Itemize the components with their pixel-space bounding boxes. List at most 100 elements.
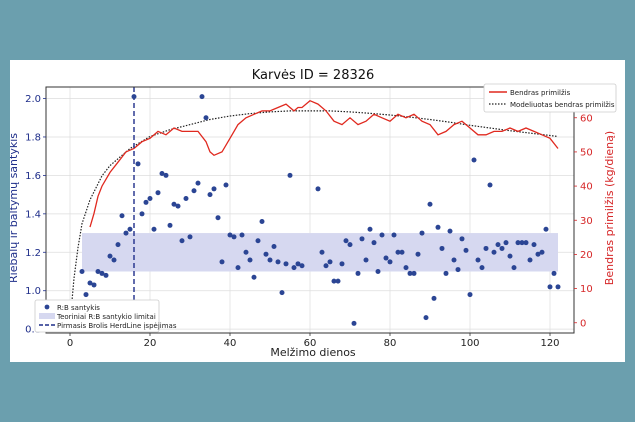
- ratio-point: [235, 265, 241, 271]
- legend-label-ratio: R:B santykis: [57, 304, 100, 312]
- ratio-point: [239, 232, 245, 238]
- left-axis-ticks: 0.8 1.0 1.2 1.4 1.6 1.8 2.0: [25, 94, 46, 336]
- ratio-point: [87, 280, 93, 286]
- ratio-point: [151, 226, 157, 232]
- chart-title: Karvės ID = 28326: [252, 68, 375, 83]
- legend-milk: Bendras primilžis Modeliuotas bendras pr…: [483, 83, 617, 113]
- ratio-point: [107, 253, 113, 259]
- ratio-point: [487, 182, 493, 188]
- ratio-point: [543, 226, 549, 232]
- ratio-point: [119, 213, 125, 219]
- legend-swatch-band: [39, 313, 55, 319]
- ratio-point: [183, 195, 189, 201]
- ratio-point: [199, 94, 205, 100]
- right-tick-label: 60: [580, 113, 593, 124]
- ratio-point: [279, 290, 285, 296]
- x-axis-label: Melžimo dienos: [270, 346, 356, 359]
- x-axis-ticks: 0 20 40 60 80 100 120: [67, 333, 560, 349]
- x-tick-label: 60: [304, 338, 317, 349]
- ratio-point: [463, 247, 469, 253]
- left-tick-label: 0.8: [25, 325, 41, 336]
- ratio-point: [315, 186, 321, 192]
- ratio-point: [123, 230, 129, 236]
- ratio-point: [407, 270, 413, 276]
- ratio-point: [191, 188, 197, 194]
- ratio-point: [347, 242, 353, 248]
- ratio-point: [527, 257, 533, 263]
- ratio-point: [399, 249, 405, 255]
- ratio-point: [507, 253, 513, 259]
- ratio-point: [231, 234, 237, 240]
- ratio-point: [287, 172, 293, 178]
- ratio-point: [83, 292, 89, 298]
- ratio-point: [535, 251, 541, 257]
- right-tick-label: 40: [580, 182, 593, 193]
- ratio-point: [243, 249, 249, 255]
- left-tick-label: 1.2: [25, 248, 41, 259]
- ratio-point: [247, 257, 253, 263]
- left-tick-label: 1.0: [25, 286, 41, 297]
- ratio-point: [339, 261, 345, 267]
- ratio-point: [135, 161, 141, 167]
- chart-svg: 0 20 40 60 80 100 120 0.8 1.0 1.2 1.4 1.6 1.8 2.0 0 1…: [10, 68, 617, 359]
- ratio-point: [495, 242, 501, 248]
- legend-ratio: R:B santykis Teoriniai R:B santykio limi…: [34, 299, 177, 333]
- ratio-point: [475, 257, 481, 263]
- ratio-point: [403, 265, 409, 271]
- points-layer: [79, 94, 561, 326]
- ratio-point: [267, 257, 273, 263]
- left-tick-label: 1.4: [25, 209, 41, 220]
- ratio-point: [471, 157, 477, 163]
- ratio-point: [451, 257, 457, 263]
- ratio-point: [127, 226, 133, 232]
- ratio-point: [383, 255, 389, 261]
- ratio-point: [195, 180, 201, 186]
- ratio-point: [375, 269, 381, 274]
- x-tick-label: 80: [384, 338, 397, 349]
- ratio-point: [387, 259, 393, 265]
- x-tick-label: 120: [540, 338, 559, 349]
- ratio-point: [459, 236, 465, 242]
- ratio-point: [447, 228, 453, 234]
- ratio-point: [131, 94, 137, 100]
- ratio-point: [351, 320, 357, 326]
- ratio-point: [423, 315, 429, 321]
- ratio-point: [139, 211, 145, 217]
- ratio-point: [115, 242, 121, 248]
- ratio-point: [175, 203, 181, 209]
- ratio-point: [411, 270, 417, 276]
- grid: [46, 87, 574, 333]
- ratio-point: [331, 278, 337, 284]
- ratio-point: [187, 234, 193, 240]
- ratio-point: [555, 284, 561, 290]
- ratio-point: [419, 230, 425, 236]
- ratio-point: [359, 236, 365, 242]
- ratio-point: [227, 232, 233, 238]
- ratio-point: [179, 238, 185, 244]
- ratio-point: [491, 249, 497, 255]
- ratio-point: [551, 270, 557, 276]
- legend-label-milk: Bendras primilžis: [510, 89, 571, 97]
- ratio-point: [503, 240, 509, 246]
- ratio-point: [215, 215, 221, 221]
- ratio-point: [207, 192, 213, 198]
- ratio-point: [275, 259, 281, 265]
- ratio-point: [511, 265, 517, 271]
- ratio-point: [299, 263, 305, 269]
- ratio-point: [435, 224, 441, 230]
- ratio-point: [167, 222, 173, 228]
- ratio-point: [295, 261, 301, 267]
- right-tick-label: 30: [580, 216, 593, 227]
- lines-layer: [69, 87, 559, 333]
- ratio-point: [291, 265, 297, 271]
- ratio-point: [99, 270, 105, 276]
- ratio-point: [95, 269, 101, 274]
- legend-label-alert: Pirmasis Brolis HerdLine įspėjimas: [57, 322, 177, 330]
- left-tick-label: 1.8: [25, 132, 41, 143]
- ratio-point: [203, 115, 209, 121]
- ratio-point: [355, 270, 361, 276]
- ratio-point: [251, 274, 257, 280]
- ratio-point: [319, 249, 325, 255]
- ratio-point: [479, 265, 485, 271]
- ratio-point: [163, 172, 169, 178]
